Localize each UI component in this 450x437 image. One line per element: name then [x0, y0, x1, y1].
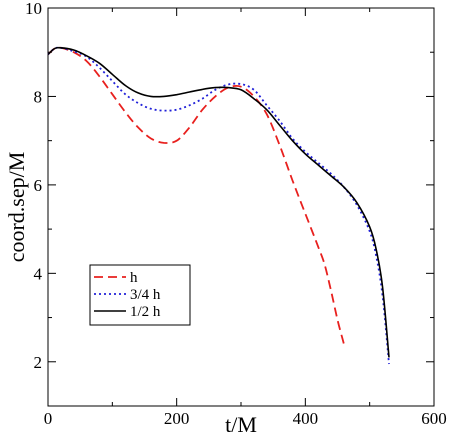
- legend-label: h: [130, 270, 138, 286]
- legend-box: [89, 264, 191, 326]
- x-tick-label: 0: [44, 409, 53, 428]
- axis-ticks: 0 200 400 600 2 4 6 8 10: [25, 0, 447, 428]
- y-tick-label: 6: [34, 176, 43, 195]
- series-line-h: [47, 46, 345, 345]
- x-tick-label: 200: [164, 409, 190, 428]
- y-tick-label: 4: [34, 264, 43, 283]
- x-tick-label: 400: [293, 409, 319, 428]
- series-line-1-2-h: [47, 46, 390, 358]
- y-tick-label: 8: [34, 87, 43, 106]
- x-tick-label: 600: [421, 409, 447, 428]
- y-tick-label: 10: [25, 0, 42, 18]
- legend-label: 1/2 h: [130, 304, 161, 320]
- legend: h3/4 h1/2 h: [89, 264, 191, 326]
- legend-label: 3/4 h: [130, 287, 161, 303]
- y-tick-label: 2: [34, 353, 43, 372]
- y-axis-label: coord.sep/M: [4, 152, 29, 263]
- x-axis-label: t/M: [225, 412, 257, 437]
- series-layer: [47, 46, 390, 365]
